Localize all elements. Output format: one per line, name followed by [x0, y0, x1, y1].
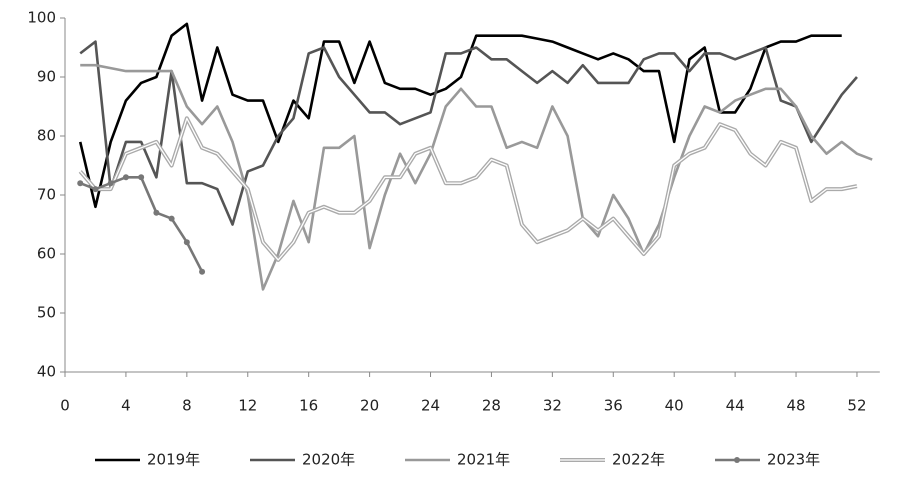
legend-marker — [734, 457, 740, 463]
x-tick-label: 8 — [182, 397, 192, 415]
series-marker — [153, 209, 160, 216]
legend-label: 2021年 — [457, 451, 510, 469]
series-line — [78, 22, 842, 209]
legend-label: 2023年 — [767, 451, 820, 469]
x-tick-label: 44 — [726, 397, 745, 415]
y-tick-label: 70 — [37, 186, 56, 204]
legend-label: 2022年 — [612, 451, 665, 469]
series-marker — [183, 239, 190, 246]
x-tick-label: 52 — [847, 397, 866, 415]
y-tick-label: 50 — [37, 304, 56, 322]
x-tick-label: 32 — [543, 397, 562, 415]
x-tick-label: 0 — [60, 397, 70, 415]
y-tick-label: 80 — [37, 127, 56, 145]
x-tick-label: 28 — [482, 397, 501, 415]
x-tick-label: 16 — [299, 397, 318, 415]
series-marker — [122, 174, 129, 181]
y-tick-label: 40 — [37, 363, 56, 381]
series-line — [79, 40, 858, 226]
legend-label: 2020年 — [302, 451, 355, 469]
x-tick-label: 4 — [121, 397, 131, 415]
x-tick-label: 20 — [360, 397, 379, 415]
series-marker — [107, 180, 114, 187]
x-tick-label: 12 — [238, 397, 257, 415]
x-tick-label: 24 — [421, 397, 440, 415]
series-marker — [138, 174, 145, 181]
series-marker — [77, 180, 84, 187]
legend-label: 2019年 — [147, 451, 200, 469]
series-line — [80, 63, 873, 291]
series-marker — [199, 268, 206, 275]
x-tick-label: 48 — [786, 397, 805, 415]
x-tick-label: 36 — [604, 397, 623, 415]
x-tick-label: 40 — [665, 397, 684, 415]
series-marker — [168, 215, 175, 222]
y-tick-label: 100 — [27, 9, 56, 27]
series-line-inner — [79, 117, 858, 261]
series-marker — [92, 186, 99, 193]
y-tick-label: 90 — [37, 68, 56, 86]
y-tick-label: 60 — [37, 245, 56, 263]
